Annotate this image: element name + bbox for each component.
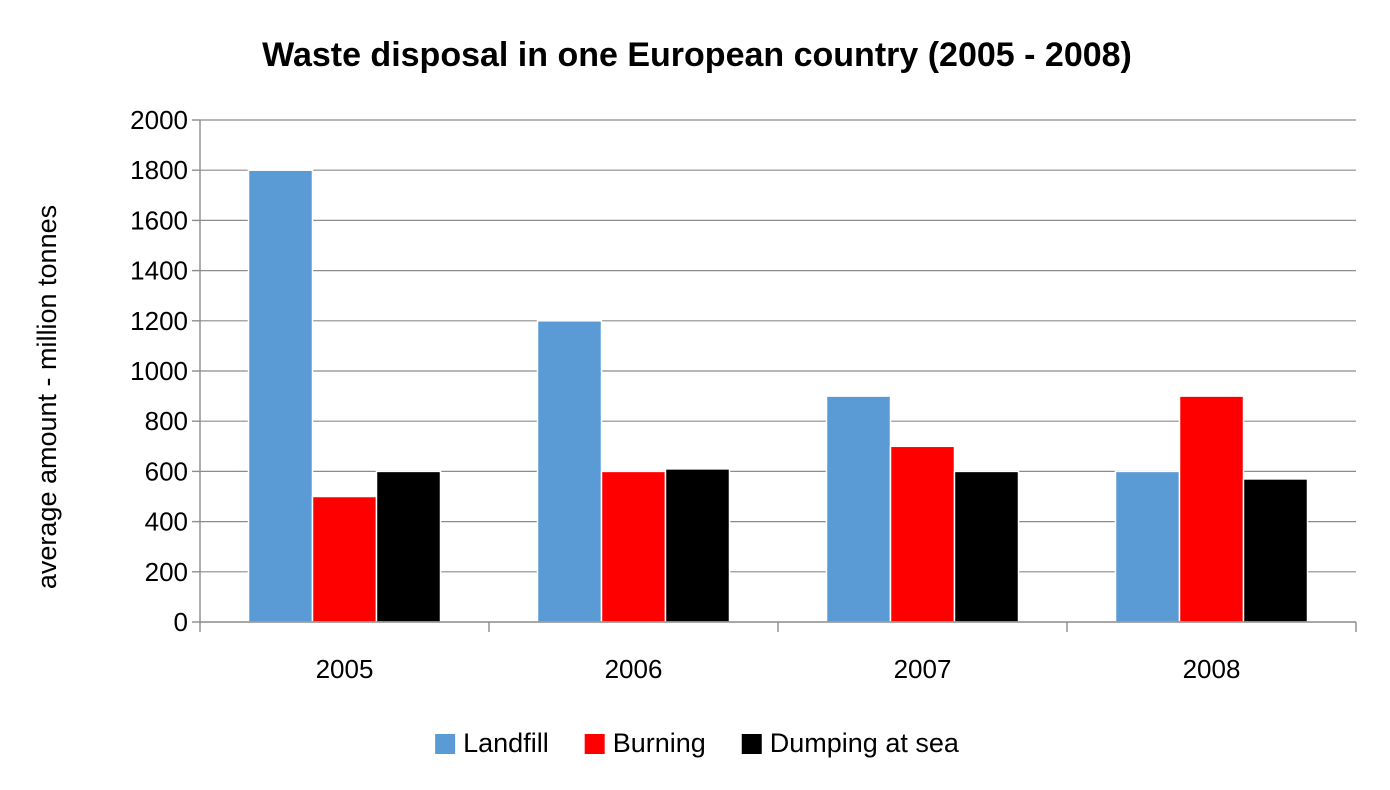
- bar-landfill-2006: [536, 320, 603, 623]
- y-tick-label: 800: [145, 406, 188, 436]
- legend-swatch-burning: [584, 734, 605, 754]
- bar-burning-2007: [889, 445, 956, 623]
- bar-dumping-at-sea-2007: [953, 470, 1020, 623]
- bar-burning-2006: [600, 470, 667, 623]
- y-tick-label: 1800: [130, 155, 188, 185]
- axes: 0 200 400 600 800 1000 1200 1400 1600 1800 2000 200…: [130, 105, 1357, 684]
- bar-burning-2005: [311, 495, 378, 623]
- x-tick-label: 2005: [316, 654, 374, 684]
- x-tick-label: 2007: [894, 654, 952, 684]
- y-axis-label: average amount - million tonnes: [32, 205, 62, 589]
- legend-swatch-dumping-at-sea: [741, 734, 762, 754]
- y-tick-label: 1200: [130, 306, 188, 336]
- y-tick-label: 1400: [130, 256, 188, 286]
- bar-landfill-2005: [247, 169, 314, 623]
- legend: Landfill Burning Dumping at sea: [435, 728, 960, 758]
- y-tick-label: 0: [174, 607, 188, 637]
- legend-label: Burning: [613, 728, 706, 758]
- bar-landfill-2007: [825, 395, 892, 623]
- x-tick-label: 2006: [605, 654, 663, 684]
- legend-label: Landfill: [463, 728, 549, 758]
- y-tick-label: 600: [145, 456, 188, 486]
- legend-label: Dumping at sea: [770, 728, 960, 758]
- chart-title: Waste disposal in one European country (…: [262, 36, 1132, 74]
- bar-landfill-2008: [1114, 470, 1181, 623]
- bar-burning-2008: [1178, 395, 1245, 623]
- y-tick-label: 400: [145, 507, 188, 537]
- bar-dumping-at-sea-2006: [664, 468, 731, 623]
- y-tick-label: 1600: [130, 205, 188, 235]
- y-tick-label: 200: [145, 557, 188, 587]
- legend-swatch-landfill: [435, 734, 456, 754]
- y-tick-label: 1000: [130, 356, 188, 386]
- y-tick-label: 2000: [130, 105, 188, 135]
- bars: [247, 169, 1309, 623]
- bar-dumping-at-sea-2005: [375, 470, 442, 623]
- x-tick-label: 2008: [1183, 654, 1241, 684]
- bar-dumping-at-sea-2008: [1242, 478, 1309, 623]
